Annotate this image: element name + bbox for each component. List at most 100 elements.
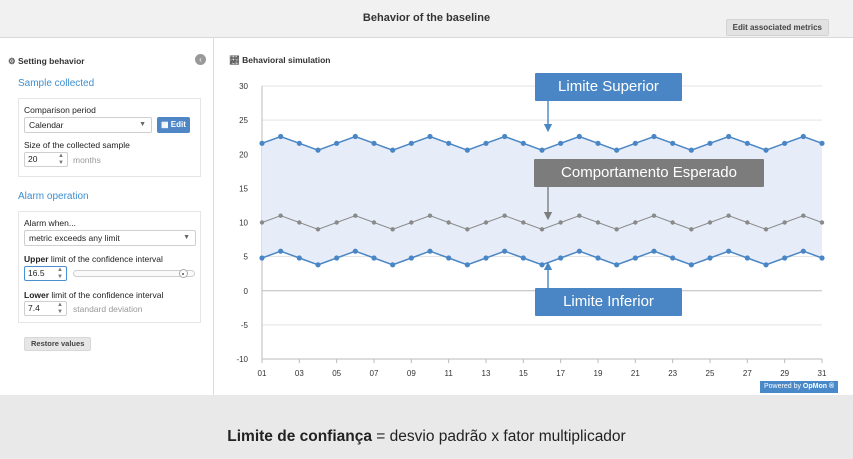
expected-point — [651, 213, 657, 218]
expected-point — [633, 220, 638, 225]
upper-limit-slider-handle[interactable] — [178, 269, 188, 278]
lower-limit-point — [352, 248, 358, 254]
gear-icon: ⚙ — [8, 56, 16, 66]
collapse-icon[interactable]: ‹ — [195, 54, 206, 65]
x-tick-label: 15 — [519, 369, 528, 378]
expected-point — [278, 213, 283, 218]
upper-limit-value: 16.5 — [28, 268, 45, 278]
alarm-when-label: Alarm when... — [24, 218, 76, 228]
line-chart-icon: 📈︎ — [229, 55, 240, 65]
expected-point — [502, 213, 507, 218]
lower-limit-unit: standard deviation — [73, 304, 143, 314]
upper-limit-point — [707, 140, 713, 146]
lower-limit-point — [707, 255, 713, 261]
upper-limit-point — [427, 133, 433, 140]
upper-limit-point — [352, 133, 358, 140]
lower-limit-point — [782, 255, 788, 261]
upper-limit-point — [334, 140, 340, 146]
lower-rest: limit of the confidence interval — [49, 290, 164, 300]
lower-limit-value: 7.4 — [28, 303, 40, 313]
y-axis-labels: -10 -5 0 5 10 15 20 25 30 — [236, 82, 248, 364]
upper-limit-point — [670, 140, 676, 146]
lower-limit-point — [800, 248, 806, 254]
app-window: Behavior of the baseline Edit associated… — [0, 0, 853, 395]
setting-behavior-heading: ⚙ Setting behavior — [8, 56, 85, 67]
sample-size-label: Size of the collected sample — [24, 140, 130, 150]
y-tick-label: -5 — [241, 321, 249, 330]
expected-point — [465, 227, 470, 232]
lower-limit-point — [390, 262, 396, 268]
lower-limit-point — [408, 255, 414, 261]
stepper-arrows-icon[interactable]: ▲ ▼ — [57, 302, 63, 315]
expected-point — [371, 220, 377, 225]
expected-point — [577, 213, 582, 218]
expected-point — [446, 220, 451, 225]
y-tick-label: 20 — [239, 150, 248, 159]
sample-collected-box: Comparison period Calendar ▼ ▦ Edit Size… — [18, 98, 201, 177]
setting-behavior-label: Setting behavior — [18, 56, 85, 66]
stepper-arrows-icon[interactable]: ▲ ▼ — [58, 153, 64, 166]
x-tick-label: 25 — [706, 369, 715, 378]
lower-limit-point — [558, 255, 564, 261]
lower-limit-point — [371, 255, 377, 261]
upper-limit-point — [800, 133, 806, 140]
sample-size-input[interactable]: 20 ▲ ▼ — [24, 152, 68, 167]
upper-limit-point — [483, 140, 489, 146]
upper-limit-point — [520, 140, 526, 146]
x-tick-label: 21 — [631, 369, 640, 378]
upper-limit-point — [632, 140, 638, 146]
edit-period-button[interactable]: ▦ Edit — [157, 117, 190, 133]
expected-point — [483, 220, 489, 225]
expected-point — [763, 227, 769, 232]
chevron-down-icon: ▼ — [139, 121, 146, 128]
y-tick-label: 10 — [239, 219, 248, 228]
upper-limit-point — [651, 133, 657, 140]
expected-point — [334, 220, 339, 225]
settings-panel: ⚙ Setting behavior ‹ Sample collected Co… — [0, 38, 214, 395]
upper-limit-point — [688, 147, 694, 153]
expected-point — [521, 220, 526, 225]
alarm-when-select[interactable]: metric exceeds any limit ▼ — [24, 230, 196, 246]
lower-limit-callout: Limite Inferior — [535, 288, 682, 316]
expected-point — [595, 220, 601, 225]
y-tick-label: 25 — [239, 116, 248, 125]
comparison-period-label: Comparison period — [24, 105, 96, 115]
caption-bold: Limite de confiança — [227, 428, 372, 445]
upper-limit-label: Upper limit of the confidence interval — [24, 254, 163, 264]
upper-limit-point — [614, 147, 620, 153]
comparison-period-select[interactable]: Calendar ▼ — [24, 117, 152, 133]
x-tick-label: 19 — [594, 369, 603, 378]
upper-limit-point — [782, 140, 788, 146]
expected-point — [801, 213, 806, 218]
stepper-arrows-icon[interactable]: ▲ ▼ — [57, 267, 63, 280]
expected-point — [670, 220, 675, 225]
caption-rest: = desvio padrão x fator multiplicador — [371, 428, 626, 445]
expected-point — [707, 220, 713, 225]
upper-bold: Upper — [24, 254, 49, 264]
upper-limit-point — [296, 140, 302, 146]
lower-limit-point — [595, 255, 601, 261]
x-tick-label: 13 — [482, 369, 491, 378]
upper-limit-point — [819, 140, 825, 146]
comparison-period-value: Calendar — [29, 120, 64, 130]
lower-limit-point — [576, 248, 582, 254]
powered-by-badge[interactable]: Powered by OpMon ® — [760, 381, 839, 393]
upper-limit-input[interactable]: 16.5 ▲ ▼ — [24, 266, 67, 281]
edit-label: Edit — [170, 120, 186, 129]
x-tick-label: 03 — [295, 369, 304, 378]
upper-limit-point — [595, 140, 601, 146]
chevron-down-icon: ▼ — [183, 234, 190, 241]
restore-values-button[interactable]: Restore values — [24, 337, 92, 351]
lower-limit-input[interactable]: 7.4 ▲ ▼ — [24, 301, 67, 316]
expected-point — [427, 213, 433, 218]
alarm-when-value: metric exceeds any limit — [29, 233, 120, 243]
upper-limit-point — [539, 147, 545, 153]
x-tick-label: 09 — [407, 369, 416, 378]
brand-label: OpMon ® — [802, 383, 835, 390]
edit-metrics-button[interactable]: Edit associated metrics — [725, 19, 829, 36]
caption: Limite de confiança = desvio padrão x fa… — [0, 428, 853, 446]
lower-limit-point — [278, 248, 284, 254]
upper-limit-point — [726, 133, 732, 140]
upper-limit-slider[interactable] — [73, 270, 195, 277]
sample-size-value: 20 — [28, 154, 38, 164]
